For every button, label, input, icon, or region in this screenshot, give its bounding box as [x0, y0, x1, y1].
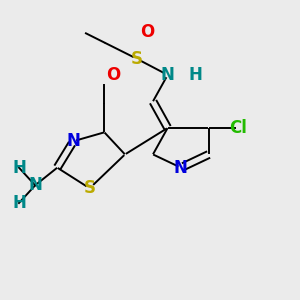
Text: O: O [140, 23, 154, 41]
Text: N: N [161, 66, 175, 84]
Text: S: S [131, 50, 143, 68]
Text: N: N [28, 176, 42, 194]
Text: H: H [12, 194, 26, 212]
Text: O: O [106, 66, 120, 84]
Text: N: N [67, 132, 80, 150]
Text: Cl: Cl [230, 119, 247, 137]
Text: N: N [174, 159, 188, 177]
Text: H: H [189, 66, 202, 84]
Text: S: S [84, 179, 96, 197]
Text: H: H [12, 159, 26, 177]
